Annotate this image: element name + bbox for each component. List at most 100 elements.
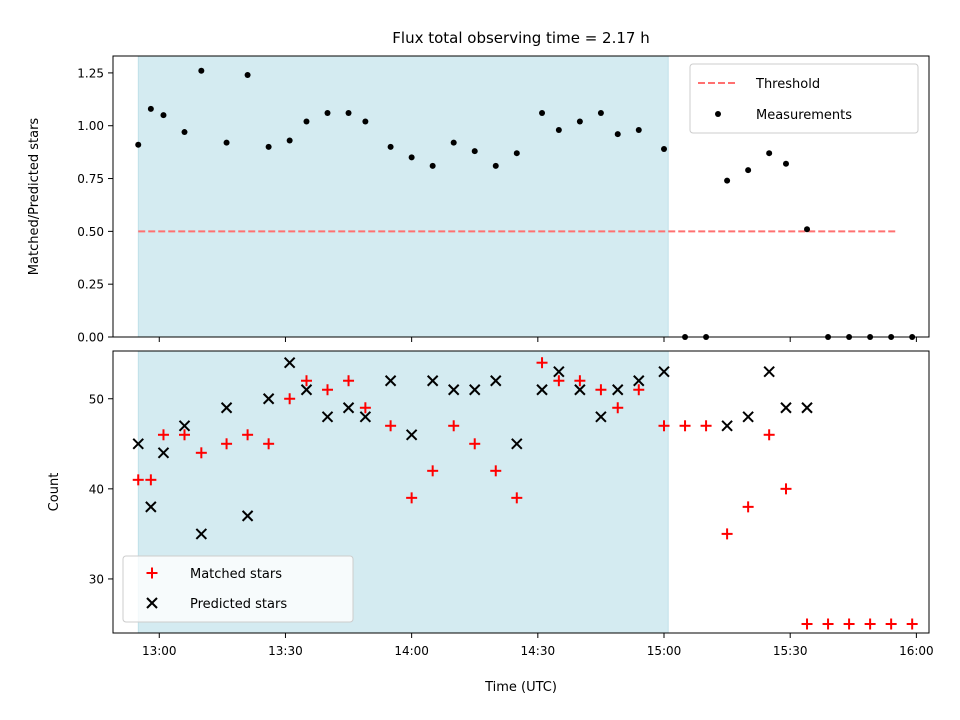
- predicted-star-point: [742, 411, 754, 423]
- top-y-tick-label: 0.25: [77, 278, 104, 292]
- measurement-point: [303, 118, 310, 125]
- predicted-star-point: [426, 375, 439, 387]
- x-axis-label: Time (UTC): [484, 680, 557, 695]
- matched-star-point: [553, 375, 565, 387]
- x-tick-label: 13:00: [142, 644, 177, 658]
- measurement-points: [135, 67, 916, 340]
- top-legend: Threshold Measurements: [689, 63, 919, 134]
- predicted-star-point: [300, 384, 313, 396]
- matched-star-point: [284, 393, 296, 405]
- bottom-y-axis-label: Count: [47, 473, 62, 512]
- predicted-star-point: [612, 384, 624, 396]
- measurement-point: [408, 154, 415, 161]
- predicted-star-point: [405, 429, 418, 441]
- measurement-point: [147, 105, 154, 112]
- x-tick-label: 15:00: [647, 644, 682, 658]
- matched-star-point: [906, 618, 918, 630]
- matched-star-point: [612, 402, 624, 414]
- matched-star-point: [195, 447, 207, 459]
- chart-title: Flux total observing time = 2.17 h: [392, 29, 649, 47]
- matched-star-point: [145, 474, 157, 486]
- legend-predicted-swatch: [146, 597, 158, 609]
- measurement-point: [661, 145, 668, 152]
- measurement-point: [429, 162, 436, 169]
- matched-star-point: [595, 384, 607, 396]
- bottom-y-tick-label: 50: [89, 392, 104, 406]
- matched-star-point: [801, 618, 813, 630]
- predicted-star-point: [801, 402, 813, 414]
- predicted-star-point: [342, 402, 355, 414]
- measurement-point: [223, 139, 230, 146]
- legend-measurements-label: Measurements: [756, 108, 852, 123]
- matched-star-point: [885, 618, 897, 630]
- matched-star-point: [221, 438, 233, 450]
- measurement-point: [135, 141, 142, 148]
- measurement-point: [745, 167, 752, 174]
- bottom-y-tick-label: 30: [89, 572, 104, 586]
- matched-star-point: [700, 420, 712, 432]
- legend-predicted-label: Predicted stars: [190, 597, 287, 612]
- matched-star-point: [864, 618, 876, 630]
- predicted-star-point: [574, 384, 586, 396]
- predicted-star-point: [780, 402, 792, 414]
- top-y-axis-label: Matched/Predicted stars: [27, 118, 42, 276]
- top-axes-frame: [112, 55, 930, 338]
- top-panel: 0.00 0.25 0.50 0.75 1.00 1.25 Matched/Predict…: [27, 55, 930, 345]
- measurement-point: [198, 67, 205, 74]
- predicted-star-point: [511, 438, 523, 450]
- matched-star-point: [263, 438, 275, 450]
- matched-star-point: [822, 618, 834, 630]
- measurement-point: [539, 110, 546, 117]
- measurement-point: [450, 139, 457, 146]
- matched-star-point: [179, 429, 191, 441]
- predicted-star-point: [132, 438, 144, 450]
- measurement-point: [492, 162, 499, 169]
- matched-star-point: [780, 483, 792, 495]
- matched-star-point: [132, 474, 144, 486]
- top-y-tick-label: 0.75: [77, 172, 104, 186]
- matched-star-point: [242, 429, 254, 441]
- predicted-star-point: [721, 420, 733, 432]
- measurement-point: [766, 150, 773, 157]
- top-y-tick-label: 0.50: [77, 225, 104, 239]
- top-shaded-interval: [137, 55, 669, 338]
- bottom-axes-frame: [112, 350, 930, 634]
- matched-star-point: [658, 420, 670, 432]
- matched-star-point: [448, 420, 460, 432]
- predicted-star-point: [145, 501, 157, 513]
- predicted-star-point: [262, 393, 275, 405]
- matched-star-point: [490, 465, 502, 477]
- measurement-point: [782, 160, 789, 167]
- measurement-point: [513, 150, 520, 157]
- measurement-point: [576, 118, 583, 125]
- matched-star-point: [469, 438, 481, 450]
- measurement-point: [387, 143, 394, 150]
- predicted-star-point: [633, 375, 645, 387]
- measurement-point: [324, 110, 331, 117]
- predicted-star-point: [359, 411, 372, 423]
- matched-star-point: [511, 492, 523, 504]
- matched-star-point: [742, 501, 754, 513]
- top-y-ticks: 0.00 0.25 0.50 0.75 1.00 1.25: [77, 66, 113, 345]
- predicted-star-point: [658, 366, 670, 378]
- predicted-star-point: [490, 375, 502, 387]
- measurement-point: [614, 131, 621, 138]
- count-points: [132, 357, 918, 630]
- matched-star-point: [343, 375, 355, 387]
- matched-star-point: [406, 492, 418, 504]
- x-tick-label: 15:30: [773, 644, 808, 658]
- predicted-star-point: [220, 402, 233, 414]
- matched-star-point: [536, 357, 548, 369]
- x-tick-label: 14:30: [521, 644, 556, 658]
- measurement-point: [635, 126, 642, 133]
- x-tick-label: 16:00: [899, 644, 934, 658]
- measurement-point: [265, 143, 272, 150]
- legend-measurements-swatch: [715, 111, 721, 117]
- measurement-point: [160, 112, 167, 119]
- predicted-star-point: [157, 447, 170, 459]
- bottom-y-ticks: 30 40 50: [89, 392, 113, 586]
- matched-star-point: [763, 429, 775, 441]
- measurement-point: [597, 110, 604, 117]
- predicted-star-point: [321, 411, 334, 423]
